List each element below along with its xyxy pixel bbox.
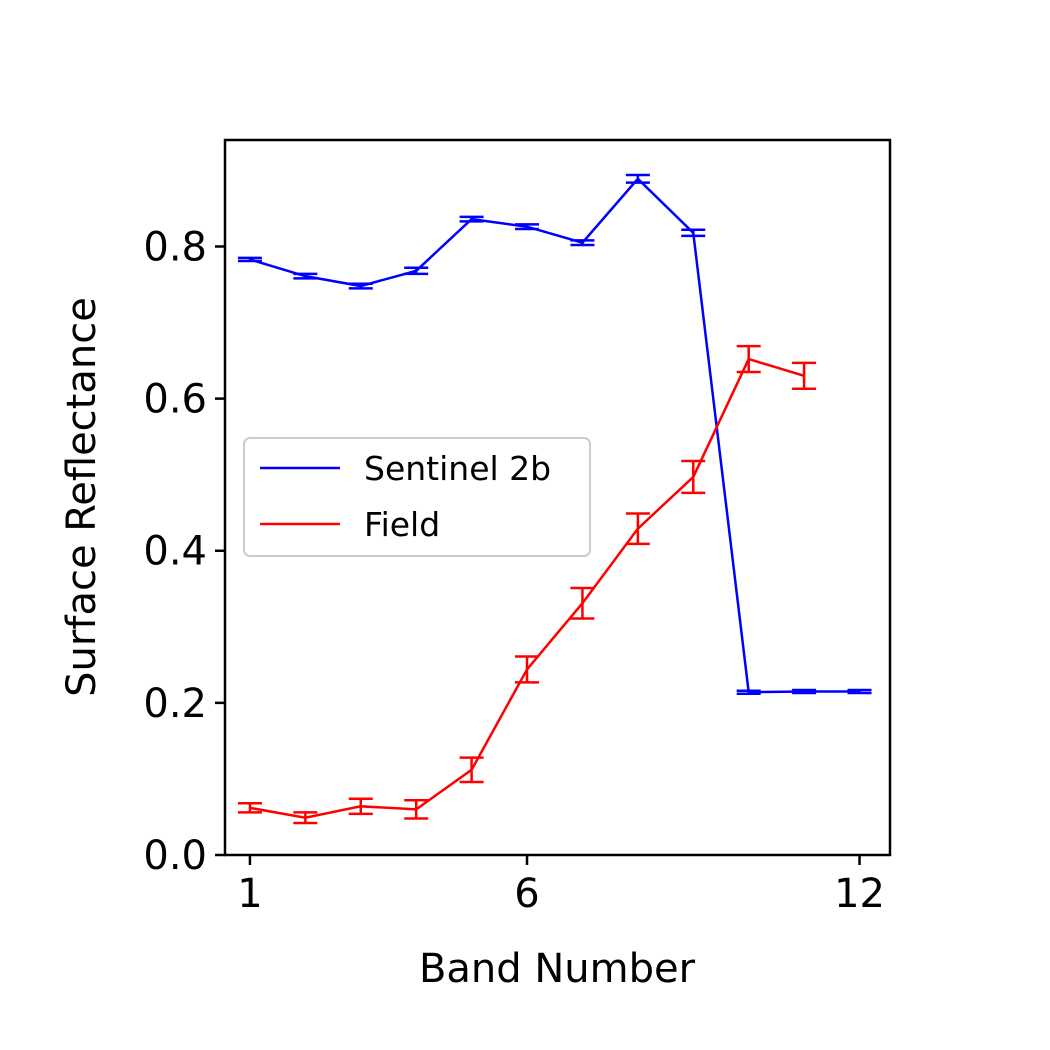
x-tick-label: 1 <box>237 871 262 917</box>
axis-ticks: 1 6 12 0.0 0.2 0.4 0.6 0.8 <box>143 224 885 917</box>
y-tick-label: 0.8 <box>143 224 207 270</box>
y-tick-label: 0.2 <box>143 681 207 727</box>
y-tick-label: 0.0 <box>143 833 207 879</box>
y-tick-label: 0.4 <box>143 529 207 575</box>
y-axis-label: Surface Reflectance <box>59 297 105 697</box>
x-tick-label: 12 <box>834 871 885 917</box>
x-axis-label: Band Number <box>419 946 696 992</box>
x-tick-label: 6 <box>514 871 539 917</box>
legend-label-1: Field <box>364 505 440 544</box>
chart-marks <box>237 173 872 825</box>
legend-label-0: Sentinel 2b <box>364 449 551 488</box>
legend: Sentinel 2b Field <box>243 437 591 557</box>
y-tick-label: 0.6 <box>143 377 207 423</box>
